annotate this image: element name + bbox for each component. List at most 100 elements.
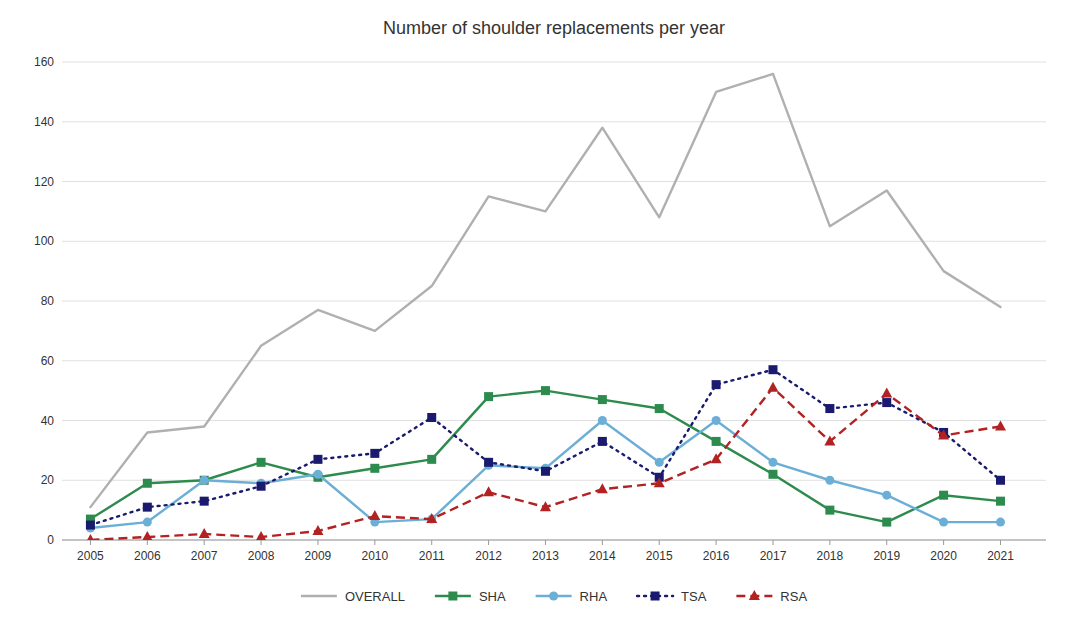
legend-marker [549,592,558,601]
series-marker [312,525,323,535]
series-marker [712,380,721,389]
legend-label: TSA [681,589,707,604]
grid-line [62,181,1046,182]
y-tick-label: 60 [41,354,55,368]
series-line [90,421,1000,529]
series-marker [598,395,607,404]
series-marker [882,518,891,527]
series-marker [939,518,948,527]
x-tick [90,540,91,545]
x-tick-label: 2016 [703,549,730,563]
series-marker [541,386,550,395]
series-marker [712,437,721,446]
series-marker [370,449,379,458]
series-marker [768,470,777,479]
x-tick [829,540,830,545]
series-marker [825,506,834,515]
series-marker [996,476,1005,485]
series-marker [369,510,380,520]
legend-label: RSA [780,589,807,604]
grid-line [62,301,1046,302]
legend-item: RHA [536,589,608,604]
legend-label: SHA [479,589,506,604]
x-tick-label: 2014 [589,549,616,563]
x-tick-label: 2005 [77,549,104,563]
series-marker [597,483,608,493]
series-marker [200,476,209,485]
legend-marker [651,592,660,601]
x-tick [147,540,148,545]
series-marker [938,429,949,439]
x-tick-label: 2007 [191,549,218,563]
chart-title: Number of shoulder replacements per year [383,18,725,38]
series-marker [996,518,1005,527]
x-axis-line [62,540,1046,541]
y-tick-label: 80 [41,294,55,308]
grid-line [62,360,1046,361]
x-tick [317,540,318,545]
series-marker [996,497,1005,506]
series-2 [86,416,1005,533]
legend-item: RSA [736,589,807,604]
x-tick [545,540,546,545]
series-marker [540,501,551,511]
series-marker [313,470,322,479]
grid-line [62,62,1046,63]
x-axis: 2005200620072008200920102011201220132014… [62,540,1046,563]
series-0 [90,74,1000,507]
y-tick-label: 0 [47,533,54,547]
legend-label: OVERALL [345,589,405,604]
x-tick-label: 2009 [305,549,332,563]
series-line [90,74,1000,507]
legend-item: OVERALL [301,589,405,604]
x-tick [204,540,205,545]
y-tick-label: 100 [34,234,54,248]
legend-line [301,595,337,597]
series-marker [484,458,493,467]
x-tick-label: 2011 [419,549,445,563]
series-marker [200,497,209,506]
series-marker [483,486,494,496]
series-marker [882,398,891,407]
series-marker [767,382,778,392]
series-marker [85,534,96,540]
series-marker [882,491,891,500]
x-tick-label: 2013 [532,549,559,563]
chart-container: Number of shoulder replacements per year… [0,0,1072,632]
series-marker [427,455,436,464]
grid-line [62,241,1046,242]
x-tick [659,540,660,545]
y-tick-label: 160 [34,55,54,69]
series-marker [143,518,152,527]
grid [62,62,1046,540]
series-marker [256,531,267,540]
y-axis: 020406080100120140160 [34,55,54,547]
x-tick [488,540,489,545]
series-marker [143,503,152,512]
series-marker [768,365,777,374]
series-marker [142,531,153,540]
x-tick-label: 2018 [817,549,844,563]
x-tick [261,540,262,545]
y-tick-label: 140 [34,115,54,129]
series-marker [313,455,322,464]
series-marker [655,458,664,467]
series-marker [939,491,948,500]
legend-marker [448,592,457,601]
series-marker [712,416,721,425]
series-marker [257,482,266,491]
legend-marker [749,590,760,600]
x-tick-label: 2021 [987,549,1014,563]
x-tick-label: 2010 [361,549,388,563]
data-area [85,74,1006,540]
series-marker [598,416,607,425]
series-marker [143,479,152,488]
series-marker [200,476,209,485]
grid-line [62,540,1046,541]
series-line [90,370,1000,525]
x-tick-label: 2006 [134,549,161,563]
legend-label: RHA [580,589,608,604]
x-tick [431,540,432,545]
series-line [90,388,1000,540]
x-tick-label: 2012 [475,549,502,563]
